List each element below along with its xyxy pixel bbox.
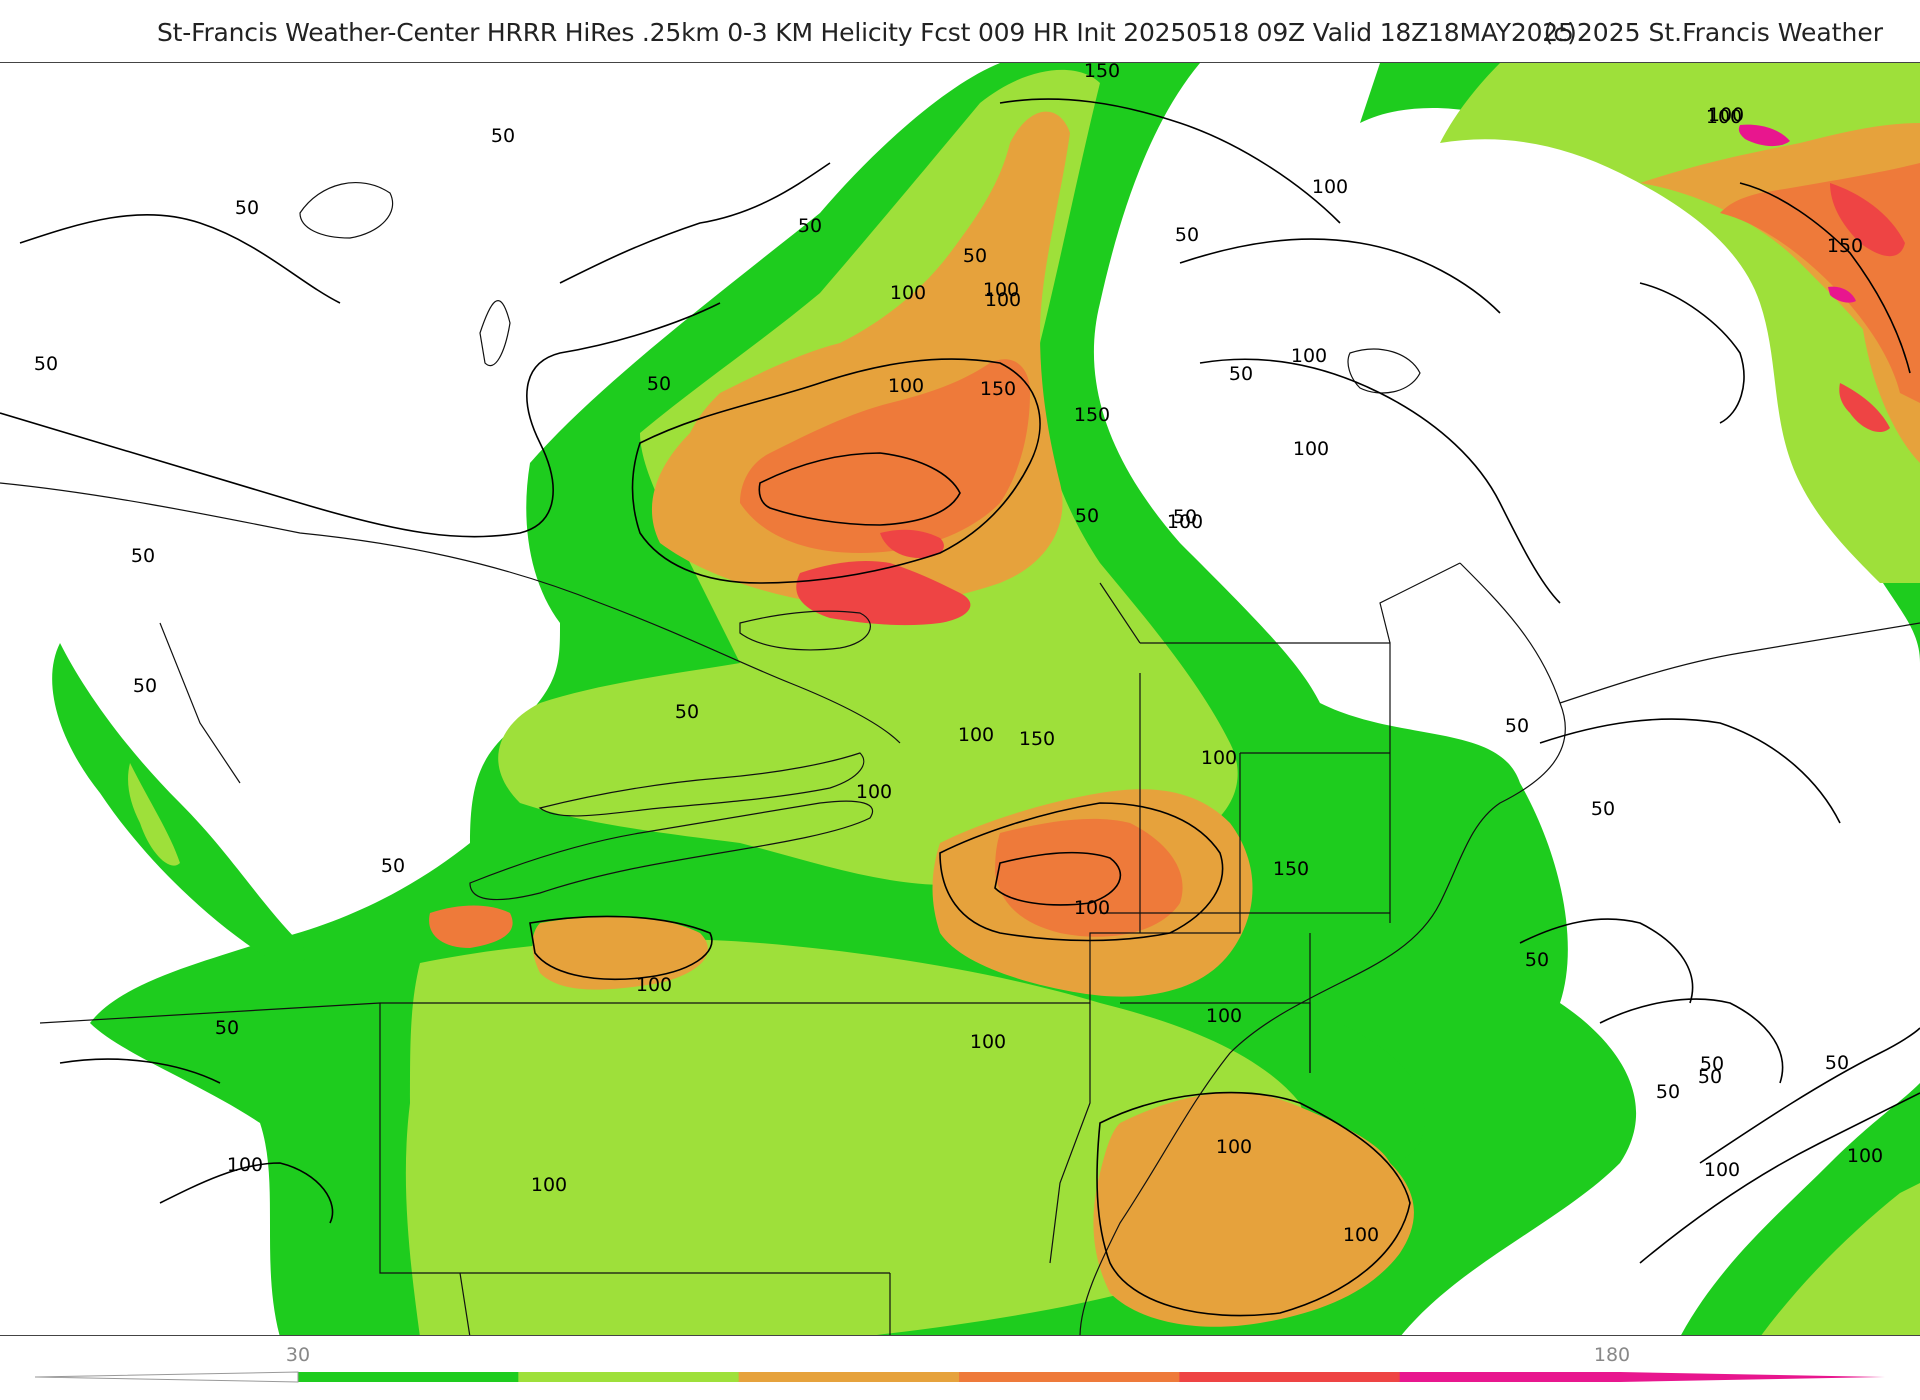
colorbar-segment <box>1179 1372 1401 1382</box>
copyright: (c)2025 St.Francis Weather <box>1543 18 1883 47</box>
map-title: St-Francis Weather-Center HRRR HiRes .25… <box>157 18 1574 47</box>
contour-label: 150 <box>1019 728 1055 750</box>
colorbar-high-arrow <box>1620 1372 1885 1382</box>
contour-label: 100 <box>531 1174 567 1196</box>
contour-label: 100 <box>1216 1136 1252 1158</box>
contour-label: 100 <box>1704 1159 1740 1181</box>
helicity-fill-120-150 <box>429 163 1920 948</box>
contour-label: 50 <box>1525 949 1549 971</box>
colorbar-ramp <box>34 1371 1885 1383</box>
colorbar-low-arrow <box>34 1371 299 1383</box>
helicity-contours <box>0 98 1920 1317</box>
contour-label: 50 <box>215 1017 239 1039</box>
contour-label: 50 <box>1075 505 1099 527</box>
contour-label: 50 <box>963 245 987 267</box>
colorbar-segment <box>518 1372 740 1382</box>
contour-label: 50 <box>1591 798 1615 820</box>
map-panel: 150 50 50 100 50 50 100 50 100 100 150 100 50 100 100 5… <box>0 62 1920 1336</box>
contour-label: 100 <box>985 289 1021 311</box>
contour-label: 50 <box>133 675 157 697</box>
contour-label: 100 <box>1167 511 1203 533</box>
contour-label: 50 <box>647 373 671 395</box>
helicity-map: 1505050100505010050100100150100501001005… <box>0 63 1920 1335</box>
contour-label: 100 <box>1708 104 1744 126</box>
contour-label: 100 <box>1293 438 1329 460</box>
colorbar: 30 180 <box>0 1336 1920 1400</box>
contour-label: 50 <box>235 197 259 219</box>
contour-label: 100 <box>970 1031 1006 1053</box>
contour-label: 50 <box>1505 715 1529 737</box>
contour-label: 50 <box>675 701 699 723</box>
contour-label: 100 <box>1074 897 1110 919</box>
contour-label: 100 <box>1706 106 1742 128</box>
colorbar-segment <box>959 1372 1180 1382</box>
contour-label: 100 <box>1343 1224 1379 1246</box>
contour-label: 100 <box>983 279 1019 301</box>
colorbar-segment <box>1399 1372 1621 1382</box>
contour-labels: 1505050100505010050100100150100501001005… <box>34 63 1883 1246</box>
colorbar-segment <box>298 1372 519 1382</box>
header: St-Francis Weather-Center HRRR HiRes .25… <box>0 0 1920 62</box>
contour-label: 50 <box>1700 1053 1724 1075</box>
contour-label: 50 <box>1229 363 1253 385</box>
contour-label: 100 <box>636 974 672 996</box>
contour-label: 100 <box>1847 1145 1883 1167</box>
contour-label: 150 <box>1074 404 1110 426</box>
contour-label: 50 <box>491 125 515 147</box>
contour-label: 100 <box>856 781 892 803</box>
contour-label: 150 <box>1827 235 1863 257</box>
contour-label: 50 <box>1825 1052 1849 1074</box>
contour-label: 50 <box>34 353 58 375</box>
contour-label: 50 <box>798 215 822 237</box>
contour-label: 50 <box>1698 1066 1722 1088</box>
political-boundaries <box>0 182 1920 1335</box>
contour-label: 100 <box>1291 345 1327 367</box>
contour-label: 50 <box>1173 506 1197 528</box>
contour-label: 50 <box>381 855 405 877</box>
contour-label: 100 <box>1206 1005 1242 1027</box>
contour-label: 150 <box>1084 63 1120 82</box>
colorbar-tick-min: 30 <box>285 1344 311 1366</box>
contour-label: 100 <box>1201 747 1237 769</box>
colorbar-segment <box>738 1372 960 1382</box>
contour-label: 50 <box>1175 224 1199 246</box>
contour-label: 150 <box>980 378 1016 400</box>
contour-label: 100 <box>227 1154 263 1176</box>
colorbar-tick-max: 180 <box>1593 1344 1631 1366</box>
contour-label: 100 <box>890 282 926 304</box>
contour-label: 50 <box>1656 1081 1680 1103</box>
contour-label: 150 <box>1273 858 1309 880</box>
contour-label: 100 <box>1312 176 1348 198</box>
contour-label: 100 <box>888 375 924 397</box>
contour-label: 50 <box>131 545 155 567</box>
helicity-fill-180-plus <box>1738 124 1856 303</box>
contour-label: 100 <box>958 724 994 746</box>
